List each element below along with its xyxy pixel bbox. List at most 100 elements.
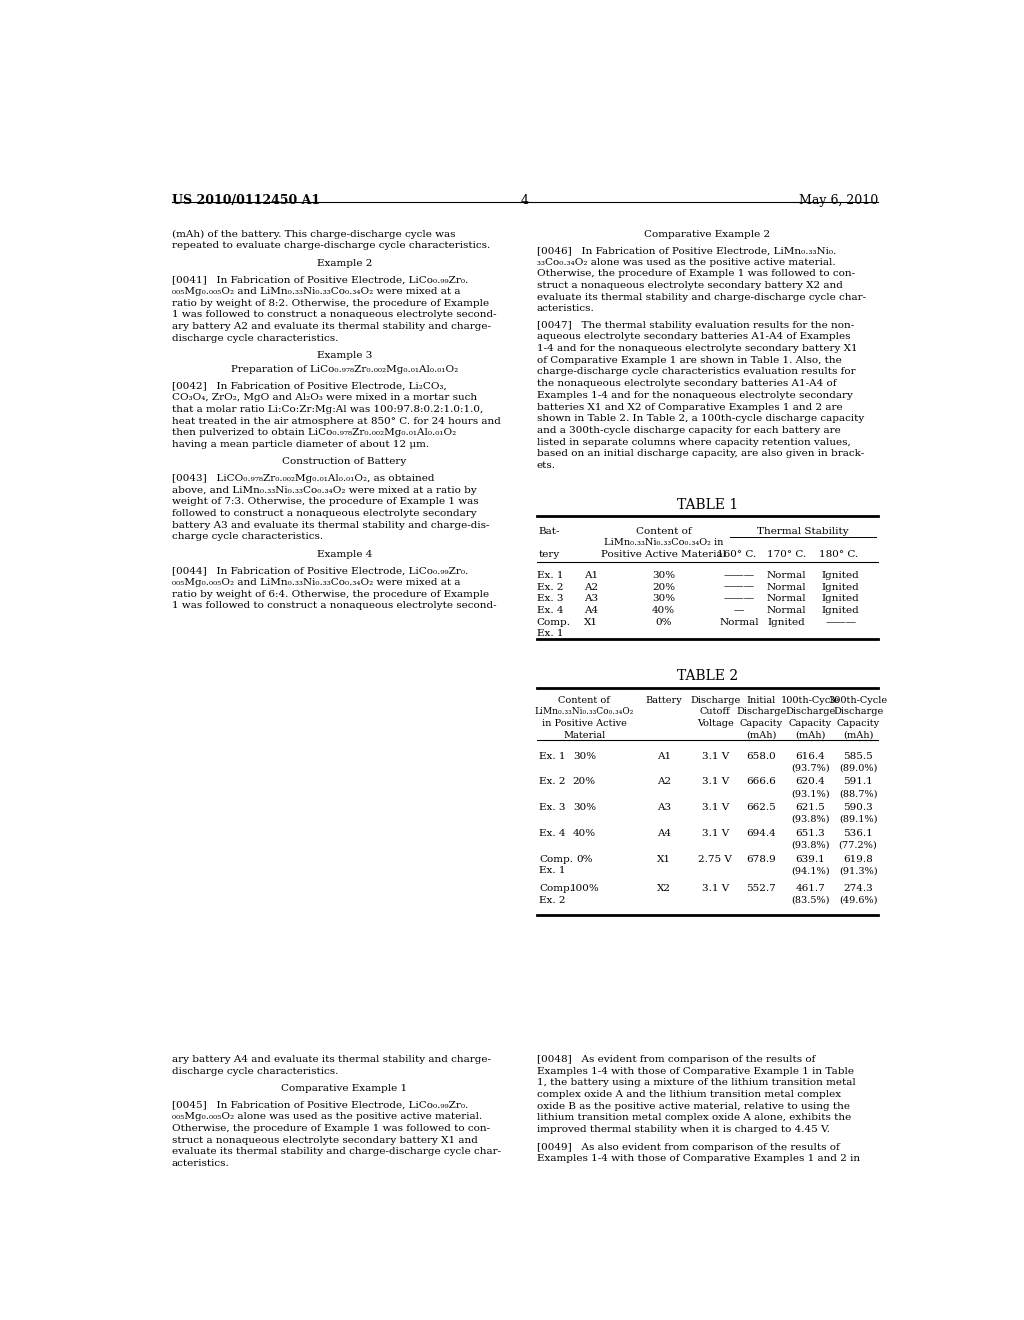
Text: shown in Table 2. In Table 2, a 100th-cycle discharge capacity: shown in Table 2. In Table 2, a 100th-cy… [537, 414, 864, 424]
Text: Capacity: Capacity [788, 719, 833, 729]
Text: Preparation of LiCo₀.₉₇₈Zr₀.₀₀₂Mg₀.₀₁Al₀.₀₁O₂: Preparation of LiCo₀.₉₇₈Zr₀.₀₀₂Mg₀.₀₁Al₀… [230, 366, 458, 374]
Text: 590.3: 590.3 [843, 803, 873, 812]
Text: (mAh): (mAh) [746, 731, 776, 739]
Text: heat treated in the air atmosphere at 850° C. for 24 hours and: heat treated in the air atmosphere at 85… [172, 417, 501, 425]
Text: X2: X2 [656, 884, 671, 892]
Text: 552.7: 552.7 [746, 884, 776, 892]
Text: Cutoff: Cutoff [700, 708, 730, 717]
Text: 461.7: 461.7 [796, 884, 825, 892]
Text: Ignited: Ignited [822, 582, 859, 591]
Text: 1, the battery using a mixture of the lithium transition metal: 1, the battery using a mixture of the li… [537, 1078, 855, 1088]
Text: 3.1 V: 3.1 V [701, 829, 729, 838]
Text: [0041]   In Fabrication of Positive Electrode, LiCo₀.₉₉Zr₀.: [0041] In Fabrication of Positive Electr… [172, 275, 468, 284]
Text: struct a nonaqueous electrolyte secondary battery X2 and: struct a nonaqueous electrolyte secondar… [537, 281, 843, 290]
Text: 0%: 0% [577, 854, 593, 863]
Text: TABLE 1: TABLE 1 [677, 498, 738, 512]
Text: Ignited: Ignited [822, 594, 859, 603]
Text: A4: A4 [656, 829, 671, 838]
Text: A2: A2 [585, 582, 598, 591]
Text: followed to construct a nonaqueous electrolyte secondary: followed to construct a nonaqueous elect… [172, 510, 476, 517]
Text: 2.75 V: 2.75 V [698, 854, 732, 863]
Text: 40%: 40% [652, 606, 675, 615]
Text: 0%: 0% [655, 618, 672, 627]
Text: A4: A4 [585, 606, 598, 615]
Text: above, and LiMn₀.₃₃Ni₀.₃₃Co₀.₃₄O₂ were mixed at a ratio by: above, and LiMn₀.₃₃Ni₀.₃₃Co₀.₃₄O₂ were m… [172, 486, 476, 495]
Text: 658.0: 658.0 [746, 752, 776, 760]
Text: acteristics.: acteristics. [537, 305, 595, 313]
Text: 536.1: 536.1 [843, 829, 873, 838]
Text: Initial: Initial [746, 696, 776, 705]
Text: LiMn₀.₃₃Ni₀.₃₃Co₀.₃₄O₂ in: LiMn₀.₃₃Ni₀.₃₃Co₀.₃₄O₂ in [604, 539, 723, 548]
Text: [0048]   As evident from comparison of the results of: [0048] As evident from comparison of the… [537, 1055, 815, 1064]
Text: 619.8: 619.8 [843, 854, 873, 863]
Text: listed in separate columns where capacity retention values,: listed in separate columns where capacit… [537, 438, 851, 446]
Text: US 2010/0112450 A1: US 2010/0112450 A1 [172, 194, 319, 207]
Text: X1: X1 [585, 618, 598, 627]
Text: A2: A2 [656, 777, 671, 787]
Text: Capacity: Capacity [837, 719, 880, 729]
Text: Ex. 1: Ex. 1 [539, 866, 565, 875]
Text: struct a nonaqueous electrolyte secondary battery X1 and: struct a nonaqueous electrolyte secondar… [172, 1135, 477, 1144]
Text: Normal: Normal [767, 594, 807, 603]
Text: CO₃O₄, ZrO₂, MgO and Al₂O₃ were mixed in a mortar such: CO₃O₄, ZrO₂, MgO and Al₂O₃ were mixed in… [172, 393, 477, 403]
Text: A1: A1 [656, 752, 671, 760]
Text: (mAh): (mAh) [796, 731, 825, 739]
Text: Ex. 4: Ex. 4 [539, 829, 565, 838]
Text: weight of 7:3. Otherwise, the procedure of Example 1 was: weight of 7:3. Otherwise, the procedure … [172, 498, 478, 506]
Text: complex oxide A and the lithium transition metal complex: complex oxide A and the lithium transiti… [537, 1090, 841, 1100]
Text: Normal: Normal [767, 606, 807, 615]
Text: (91.3%): (91.3%) [839, 866, 878, 875]
Text: evaluate its thermal stability and charge-discharge cycle char-: evaluate its thermal stability and charg… [537, 293, 866, 302]
Text: (mAh) of the battery. This charge-discharge cycle was: (mAh) of the battery. This charge-discha… [172, 230, 455, 239]
Text: 274.3: 274.3 [843, 884, 873, 892]
Text: Examples 1-4 and for the nonaqueous electrolyte secondary: Examples 1-4 and for the nonaqueous elec… [537, 391, 853, 400]
Text: Ex. 1: Ex. 1 [537, 572, 563, 579]
Text: evaluate its thermal stability and charge-discharge cycle char-: evaluate its thermal stability and charg… [172, 1147, 501, 1156]
Text: Ex. 2: Ex. 2 [537, 582, 563, 591]
Text: Discharge: Discharge [690, 696, 740, 705]
Text: Example 4: Example 4 [316, 550, 372, 558]
Text: then pulverized to obtain LiCo₀.₉₇₈Zr₀.₀₀₂Mg₀.₀₁Al₀.₀₁O₂: then pulverized to obtain LiCo₀.₉₇₈Zr₀.₀… [172, 428, 456, 437]
Text: 20%: 20% [572, 777, 596, 787]
Text: 662.5: 662.5 [746, 803, 776, 812]
Text: ———: ——— [724, 582, 755, 591]
Text: that a molar ratio Li:Co:Zr:Mg:Al was 100:97.8:0.2:1.0:1.0,: that a molar ratio Li:Co:Zr:Mg:Al was 10… [172, 405, 483, 414]
Text: [0045]   In Fabrication of Positive Electrode, LiCo₀.₉₉Zr₀.: [0045] In Fabrication of Positive Electr… [172, 1101, 468, 1109]
Text: (93.8%): (93.8%) [792, 841, 829, 850]
Text: ratio by weight of 6:4. Otherwise, the procedure of Example: ratio by weight of 6:4. Otherwise, the p… [172, 590, 488, 598]
Text: (89.0%): (89.0%) [839, 763, 878, 772]
Text: Ex. 3: Ex. 3 [537, 594, 563, 603]
Text: Comp.: Comp. [537, 618, 570, 627]
Text: 40%: 40% [572, 829, 596, 838]
Text: Content of: Content of [636, 527, 691, 536]
Text: A3: A3 [656, 803, 671, 812]
Text: aqueous electrolyte secondary batteries A1-A4 of Examples: aqueous electrolyte secondary batteries … [537, 333, 850, 342]
Text: ary battery A2 and evaluate its thermal stability and charge-: ary battery A2 and evaluate its thermal … [172, 322, 490, 331]
Text: 3.1 V: 3.1 V [701, 752, 729, 760]
Text: batteries X1 and X2 of Comparative Examples 1 and 2 are: batteries X1 and X2 of Comparative Examp… [537, 403, 843, 412]
Text: (93.1%): (93.1%) [792, 789, 829, 799]
Text: Otherwise, the procedure of Example 1 was followed to con-: Otherwise, the procedure of Example 1 wa… [537, 269, 855, 279]
Text: 585.5: 585.5 [843, 752, 873, 760]
Text: [0047]   The thermal stability evaluation results for the non-: [0047] The thermal stability evaluation … [537, 321, 854, 330]
Text: Ex. 1: Ex. 1 [537, 630, 563, 639]
Text: Voltage: Voltage [697, 719, 733, 729]
Text: Discharge: Discharge [736, 708, 786, 717]
Text: 30%: 30% [652, 594, 675, 603]
Text: discharge cycle characteristics.: discharge cycle characteristics. [172, 334, 338, 343]
Text: 620.4: 620.4 [796, 777, 825, 787]
Text: repeated to evaluate charge-discharge cycle characteristics.: repeated to evaluate charge-discharge cy… [172, 242, 489, 251]
Text: Comparative Example 2: Comparative Example 2 [644, 230, 770, 239]
Text: based on an initial discharge capacity, are also given in brack-: based on an initial discharge capacity, … [537, 449, 864, 458]
Text: (49.6%): (49.6%) [839, 895, 878, 904]
Text: ets.: ets. [537, 461, 556, 470]
Text: Discharge: Discharge [833, 708, 884, 717]
Text: Comp.: Comp. [539, 884, 573, 892]
Text: Ex. 4: Ex. 4 [537, 606, 563, 615]
Text: tery: tery [539, 550, 559, 558]
Text: [0042]   In Fabrication of Positive Electrode, Li₂CO₃,: [0042] In Fabrication of Positive Electr… [172, 381, 446, 391]
Text: (93.8%): (93.8%) [792, 814, 829, 824]
Text: ratio by weight of 8:2. Otherwise, the procedure of Example: ratio by weight of 8:2. Otherwise, the p… [172, 298, 488, 308]
Text: battery A3 and evaluate its thermal stability and charge-dis-: battery A3 and evaluate its thermal stab… [172, 520, 489, 529]
Text: 666.6: 666.6 [746, 777, 776, 787]
